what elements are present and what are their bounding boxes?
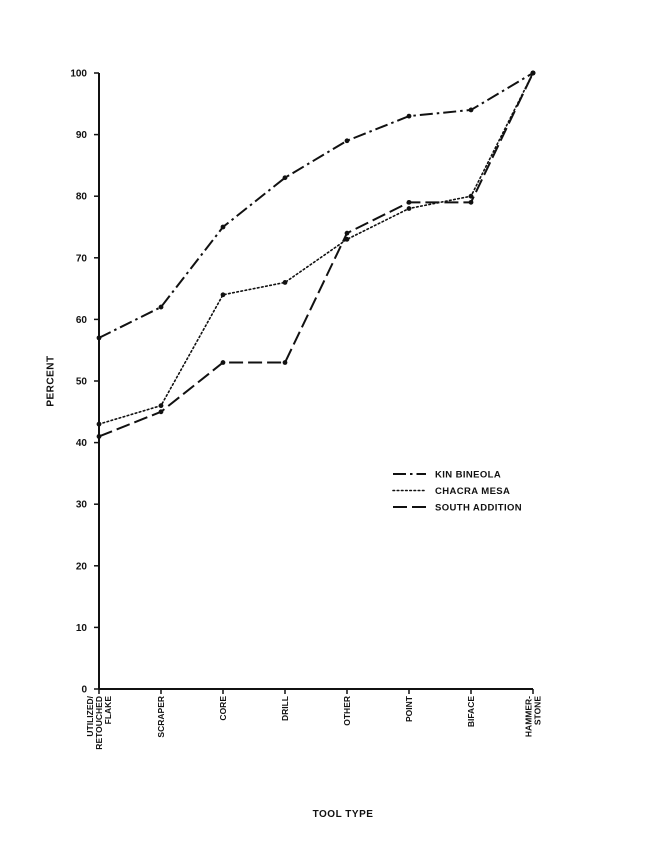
x-category-label: STONE bbox=[533, 696, 543, 725]
x-category-label: SCRAPER bbox=[156, 696, 166, 738]
data-point bbox=[406, 199, 412, 205]
data-point bbox=[158, 409, 164, 415]
x-category-label: BIFACE bbox=[466, 696, 476, 728]
data-point bbox=[282, 280, 288, 285]
x-axis-ticks: UTILIZED/RETOUCHED FLAKE SCRAPER CORE DRILL O… bbox=[85, 689, 543, 750]
y-tick-label: 50 bbox=[76, 377, 88, 388]
chart-axes bbox=[98, 73, 533, 690]
y-tick-label: 20 bbox=[76, 561, 88, 572]
series-line-0 bbox=[98, 72, 534, 339]
data-point bbox=[220, 360, 226, 365]
x-category-label: CORE bbox=[218, 696, 228, 721]
data-point bbox=[220, 224, 226, 230]
series-lines bbox=[96, 70, 536, 439]
y-tick-label: 80 bbox=[76, 192, 88, 203]
x-category-label: OTHER bbox=[342, 696, 352, 726]
data-point bbox=[530, 70, 536, 76]
y-tick-label: 10 bbox=[76, 623, 88, 634]
series-line-2 bbox=[98, 72, 534, 438]
series-line-1 bbox=[98, 72, 534, 425]
x-category-label: RETOUCHED bbox=[94, 696, 104, 750]
data-point bbox=[468, 193, 474, 199]
data-point bbox=[344, 236, 350, 242]
y-axis-title: PERCENT bbox=[46, 355, 57, 406]
y-tick-label: 30 bbox=[76, 500, 88, 511]
y-tick-label: 40 bbox=[76, 438, 88, 449]
data-point bbox=[220, 292, 226, 298]
y-tick-label: 70 bbox=[76, 253, 88, 264]
y-tick-label: 100 bbox=[70, 69, 87, 80]
x-category-label: UTILIZED/ bbox=[85, 695, 95, 736]
y-tick-label: 90 bbox=[76, 130, 88, 141]
data-point bbox=[468, 199, 474, 205]
x-category-label: DRILL bbox=[280, 696, 290, 721]
data-point bbox=[282, 175, 288, 181]
data-point bbox=[282, 360, 288, 365]
data-point bbox=[344, 230, 350, 236]
y-axis-ticks: 0 10 20 30 40 50 60 70 80 90 100 bbox=[70, 69, 99, 696]
data-point bbox=[96, 421, 102, 427]
y-tick-label: 0 bbox=[81, 685, 87, 696]
data-point bbox=[406, 113, 412, 119]
data-point bbox=[344, 138, 350, 144]
x-category-label: FLAKE bbox=[103, 696, 113, 725]
x-category-label: HAMMER- bbox=[524, 696, 534, 737]
legend-label: KIN BINEOLA bbox=[435, 470, 501, 481]
data-point bbox=[468, 107, 474, 113]
legend-label: SOUTH ADDITION bbox=[435, 503, 522, 514]
data-point bbox=[406, 206, 412, 211]
x-category-label: POINT bbox=[404, 695, 414, 722]
data-point bbox=[96, 434, 102, 439]
data-point bbox=[158, 304, 164, 310]
data-point bbox=[158, 403, 164, 409]
legend: KIN BINEOLA CHACRA MESA SOUTH ADDITION bbox=[392, 470, 522, 514]
x-axis-title: TOOL TYPE bbox=[313, 809, 374, 820]
legend-label: CHACRA MESA bbox=[435, 486, 510, 497]
data-point bbox=[96, 335, 102, 341]
y-tick-label: 60 bbox=[76, 315, 88, 326]
